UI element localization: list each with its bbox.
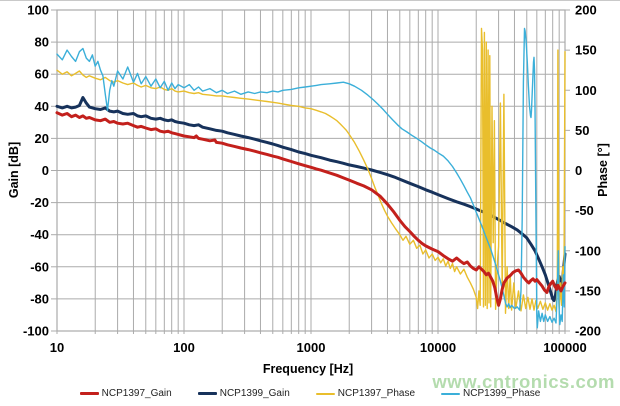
legend-item-NCP1399_Phase: NCP1399_Phase (441, 388, 540, 399)
legend-marker-NCP1397_Gain (79, 392, 99, 395)
svg-text:1000: 1000 (297, 340, 326, 355)
legend-item-NCP1399_Gain: NCP1399_Gain (197, 388, 290, 399)
svg-text:-200: -200 (575, 324, 601, 339)
svg-text:-60: -60 (30, 259, 49, 274)
legend-label-NCP1397_Phase: NCP1397_Phase (337, 388, 416, 399)
y-right-axis-title: Phase [°] (596, 143, 610, 197)
svg-text:100: 100 (173, 340, 195, 355)
y-left-axis-title: Gain [dB] (7, 141, 21, 199)
svg-text:-150: -150 (575, 283, 601, 298)
svg-text:20: 20 (35, 131, 49, 146)
top-divider (0, 0, 620, 1)
svg-text:-20: -20 (30, 195, 49, 210)
svg-text:-40: -40 (30, 227, 49, 242)
legend-marker-NCP1399_Gain (197, 392, 217, 395)
legend-item-NCP1397_Gain: NCP1397_Gain (79, 388, 172, 399)
chart-legend: NCP1397_Gain NCP1399_Gain NCP1397_Phase NCP… (0, 388, 620, 399)
legend-label-NCP1399_Gain: NCP1399_Gain (219, 388, 290, 399)
legend-marker-NCP1397_Phase (315, 392, 335, 395)
legend-marker-NCP1399_Phase (441, 392, 461, 395)
watermark-text: www.cntronics.com (432, 371, 615, 392)
x-axis-title: Frequency [Hz] (262, 362, 354, 376)
svg-text:100: 100 (27, 3, 49, 18)
legend-item-NCP1397_Phase: NCP1397_Phase (315, 388, 416, 399)
svg-text:0: 0 (575, 163, 582, 178)
svg-text:50: 50 (575, 123, 589, 138)
svg-text:10000: 10000 (420, 340, 456, 355)
svg-text:200: 200 (575, 3, 597, 18)
svg-text:100: 100 (575, 83, 597, 98)
svg-text:10: 10 (50, 340, 64, 355)
legend-label-NCP1397_Gain: NCP1397_Gain (101, 388, 172, 399)
svg-text:80: 80 (35, 35, 49, 50)
svg-text:-100: -100 (23, 324, 49, 339)
svg-text:40: 40 (35, 99, 49, 114)
svg-text:-80: -80 (30, 291, 49, 306)
svg-text:0: 0 (42, 163, 49, 178)
svg-text:-100: -100 (575, 243, 601, 258)
svg-text:60: 60 (35, 67, 49, 82)
svg-text:150: 150 (575, 43, 597, 58)
svg-text:100000: 100000 (543, 340, 586, 355)
legend-label-NCP1399_Phase: NCP1399_Phase (463, 388, 541, 399)
svg-text:-50: -50 (575, 203, 594, 218)
